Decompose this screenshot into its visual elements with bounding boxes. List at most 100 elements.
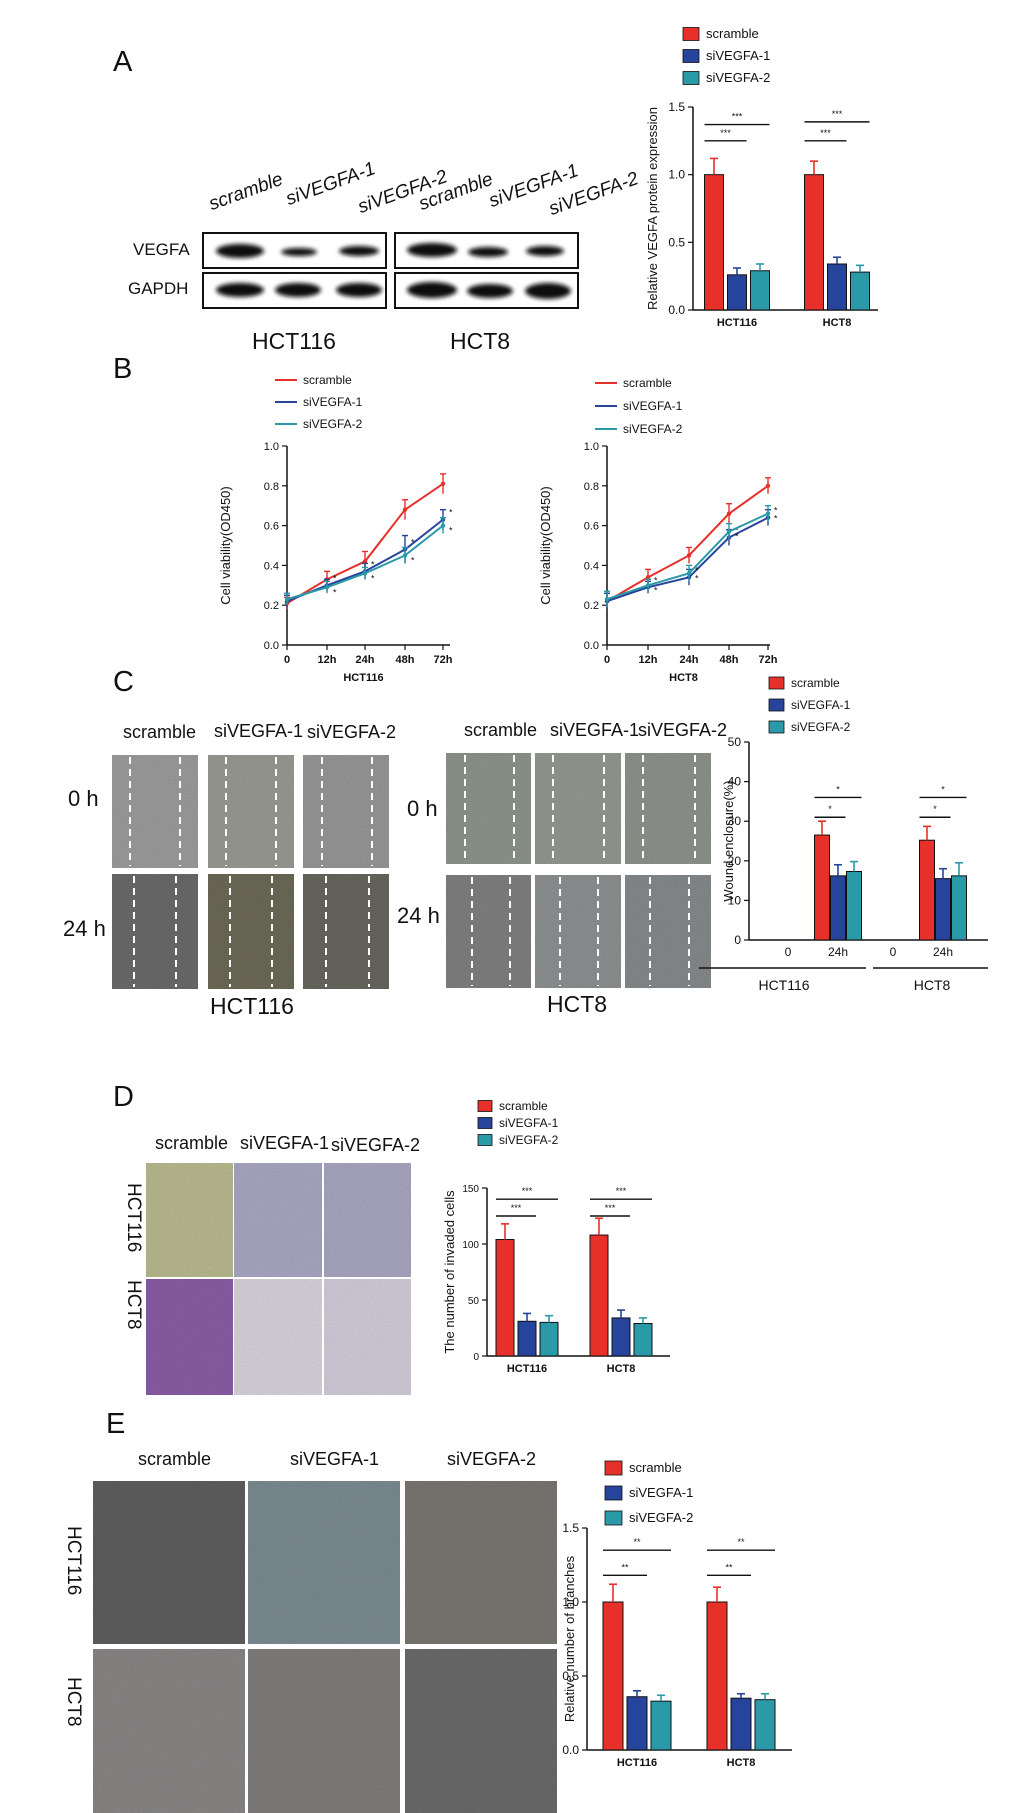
x-tick-label: 0 <box>785 945 792 959</box>
y-axis-label: Cell viability(OD450) <box>538 486 553 604</box>
x-tick-label: 72h <box>434 654 453 666</box>
significance-mark: * <box>695 573 699 583</box>
y-tick-label: 0.6 <box>584 521 599 533</box>
bar <box>611 1317 631 1357</box>
data-point <box>324 585 330 590</box>
bar <box>750 270 770 311</box>
image-col-label: scramble <box>138 1449 212 1469</box>
legend-label: siVEGFA-1 <box>791 698 851 712</box>
x-tick-label: 24h <box>356 654 375 666</box>
y-axis-label: Cell viability(OD450) <box>218 486 233 604</box>
legend-swatch <box>682 49 700 63</box>
image-col-label: scramble <box>155 1133 229 1153</box>
charts: 0.0 0.5 1.0 1.5 Relative VEGFA protein expre… <box>218 26 988 1769</box>
significance-mark: * <box>828 804 832 814</box>
legend-label: siVEGFA-2 <box>706 70 770 85</box>
wound-edge-lines <box>129 755 696 987</box>
x-tick-label: 48h <box>396 654 415 666</box>
panel-label-c: C <box>113 666 134 698</box>
data-point <box>765 483 771 488</box>
data-point <box>284 597 290 602</box>
bar <box>517 1320 537 1357</box>
y-tick-label: 10 <box>728 893 742 907</box>
significance-mark: * <box>735 526 739 536</box>
significance-mark: * <box>449 526 453 536</box>
chart-E: 0.0 0.5 1.0 1.5 Relative number of branches H… <box>562 1460 792 1769</box>
y-tick-label: 50 <box>728 735 742 749</box>
significance-mark: * <box>836 784 840 794</box>
significance-mark: *** <box>522 1186 533 1196</box>
significance-mark: * <box>411 555 415 565</box>
significance-mark: ** <box>633 1537 641 1547</box>
legend-label: siVEGFA-2 <box>499 1133 559 1147</box>
image-cell-label: HCT116 <box>210 993 294 1019</box>
significance-mark: * <box>774 514 778 524</box>
legend-swatch <box>477 1100 493 1112</box>
bar <box>602 1601 624 1751</box>
y-tick-label: 0.6 <box>264 521 279 533</box>
significance-mark: ** <box>737 1537 745 1547</box>
significance-mark: *** <box>820 128 831 138</box>
data-point <box>765 511 771 516</box>
x-tick-label: 24h <box>680 654 699 666</box>
y-tick-label: 1.5 <box>562 1521 579 1535</box>
significance-mark: * <box>695 565 699 575</box>
data-point <box>440 523 446 528</box>
data-point <box>362 571 368 576</box>
chart-A: 0.0 0.5 1.0 1.5 Relative VEGFA protein expre… <box>645 26 878 329</box>
series-line <box>606 484 769 603</box>
legend-swatch <box>477 1117 493 1129</box>
x-tick-label: 0 <box>890 945 897 959</box>
y-tick-label: 0.2 <box>584 600 599 612</box>
blot-row-label: GAPDH <box>128 279 189 298</box>
legend-swatch <box>768 720 785 734</box>
series-line <box>606 516 769 603</box>
significance-mark: * <box>411 537 415 547</box>
bar <box>846 870 862 941</box>
x-tick-label: 0 <box>284 654 290 666</box>
data-point <box>686 553 692 558</box>
x-tick-label: 0 <box>604 654 610 666</box>
y-tick-label: 0.5 <box>562 1669 579 1683</box>
bar <box>804 174 824 311</box>
significance-mark: *** <box>511 1203 522 1213</box>
chart-C: 0 10 20 30 40 50 Wound enclosure(%) 0 24h 0 24h HCT… <box>699 676 988 993</box>
bar <box>814 834 830 941</box>
y-tick-label: 20 <box>728 854 742 868</box>
image-row-label: 0 h <box>407 796 438 821</box>
x-tick-label: HCT116 <box>617 1757 657 1769</box>
bar <box>706 1601 728 1751</box>
image-col-label: siVEGFA-2 <box>307 722 397 742</box>
y-axis-label: Wound enclosure(%) <box>721 780 736 901</box>
image-col-label: siVEGFA-1 <box>240 1133 330 1153</box>
significance-mark: *** <box>832 109 843 119</box>
y-tick-label: 0.4 <box>264 560 279 572</box>
data-point <box>726 529 732 534</box>
legend-swatch <box>604 1460 623 1476</box>
bar <box>539 1321 559 1357</box>
bar <box>626 1696 648 1751</box>
y-axis-label: The number of invaded cells <box>442 1190 457 1354</box>
x-tick-label: 48h <box>720 654 739 666</box>
y-axis-label: Relative VEGFA protein expression <box>645 107 660 310</box>
x-tick-label: HCT116 <box>507 1363 547 1375</box>
bar <box>727 274 747 311</box>
significance-mark: * <box>933 804 937 814</box>
legend-label: scramble <box>706 26 759 41</box>
x-tick-label: 12h <box>318 654 337 666</box>
y-tick-label: 50 <box>468 1296 480 1307</box>
data-point <box>686 571 692 576</box>
y-tick-label: 0.4 <box>584 560 599 572</box>
blot-cell-label: HCT116 <box>252 328 336 354</box>
data-point <box>440 481 446 487</box>
significance-mark: * <box>941 784 945 794</box>
tube-formation-images <box>93 1481 557 1813</box>
legend-swatch <box>682 27 700 41</box>
x-tick-label: 24h <box>828 945 848 959</box>
legend-label: scramble <box>623 376 672 390</box>
legend-label: scramble <box>303 373 352 387</box>
legend-label: scramble <box>499 1099 548 1113</box>
significance-mark: * <box>333 587 337 597</box>
y-tick-label: 1.0 <box>668 168 685 182</box>
legend-label: siVEGFA-2 <box>623 422 683 436</box>
